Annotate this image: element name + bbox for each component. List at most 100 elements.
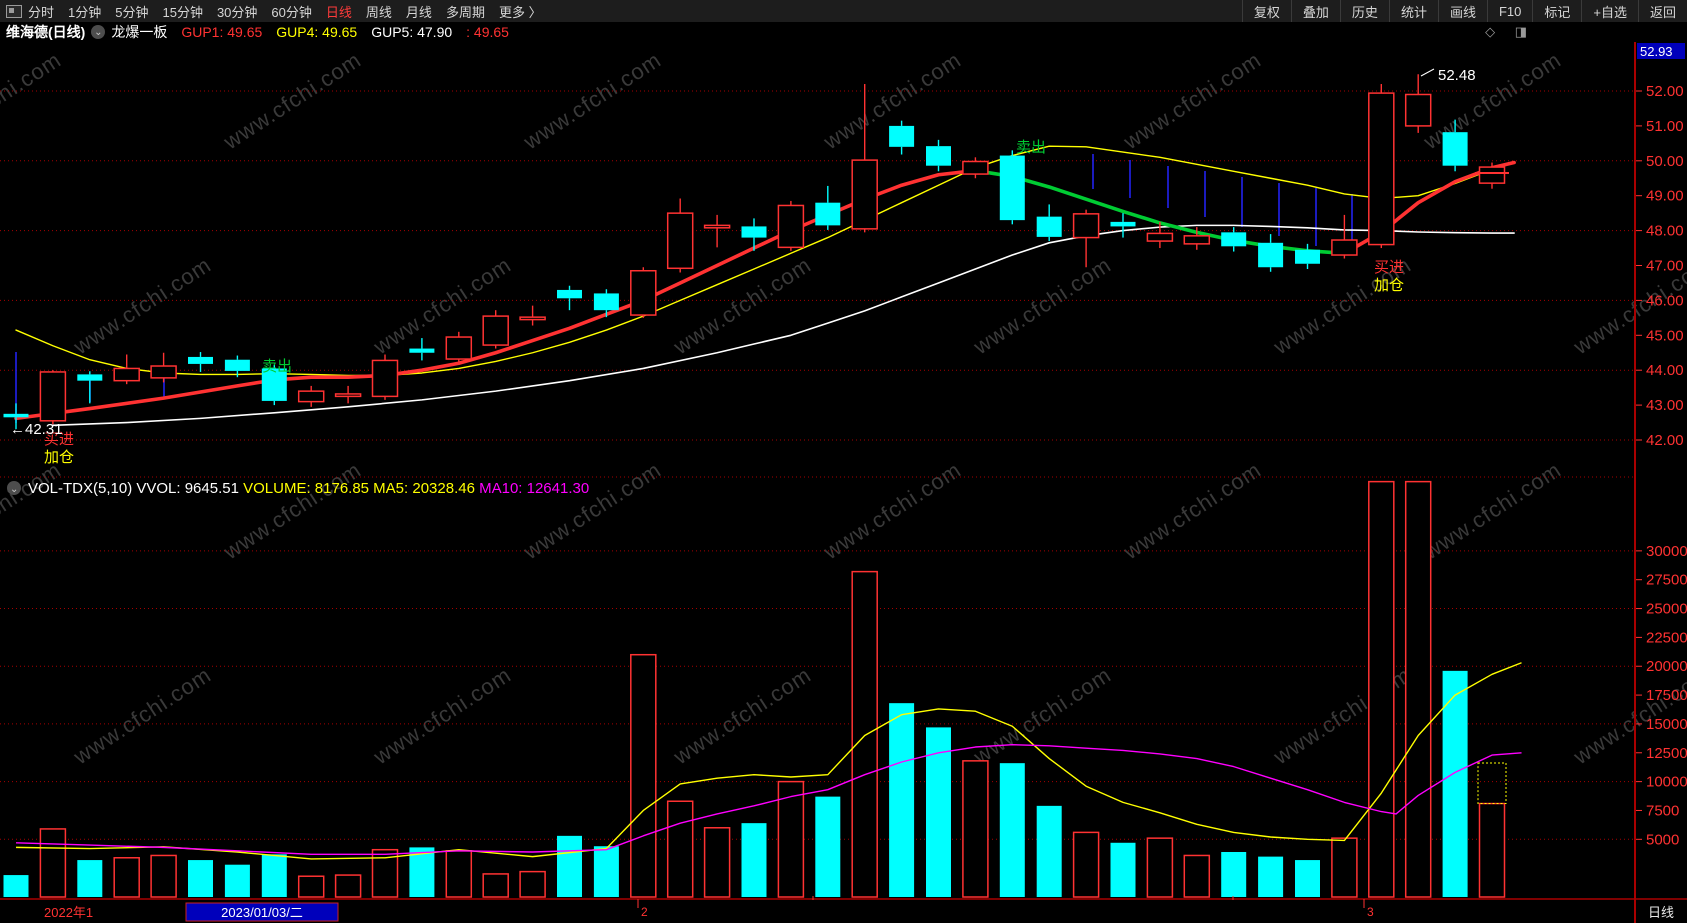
volume-bar-down[interactable] — [77, 860, 103, 897]
volume-bar-up[interactable] — [297, 875, 325, 898]
candle-up[interactable] — [150, 365, 177, 379]
volume-bar-up[interactable] — [1368, 480, 1395, 898]
volume-bar-up[interactable] — [1183, 854, 1211, 898]
volume-bar-up[interactable] — [1146, 837, 1174, 898]
candle-up[interactable] — [113, 367, 140, 382]
toolbar-period-item[interactable]: 1分钟 — [68, 4, 102, 20]
volume-bar-up[interactable] — [1331, 837, 1358, 898]
candle-up[interactable] — [777, 204, 805, 249]
toolbar-period-item[interactable]: 60分钟 — [271, 4, 312, 20]
timeline-period-label[interactable]: 日线 — [1648, 905, 1674, 920]
timeline-date-box[interactable] — [185, 902, 339, 922]
toolbar-tool-item[interactable]: 历史 — [1339, 0, 1389, 22]
volume-bar-down[interactable] — [261, 854, 287, 897]
volume-bar-down[interactable] — [815, 796, 841, 897]
candle-down[interactable] — [1221, 232, 1247, 247]
candle-down[interactable] — [741, 226, 767, 238]
candle-up[interactable] — [297, 390, 325, 403]
volume-bar-down[interactable] — [741, 823, 767, 897]
toolbar-period-item[interactable]: 30分钟 — [216, 4, 258, 20]
toolbar-period-item[interactable]: 月线 — [405, 4, 432, 20]
candle-down[interactable] — [261, 368, 287, 401]
candle-down[interactable] — [926, 146, 951, 166]
candle-up[interactable] — [851, 159, 878, 230]
volume-bar-up[interactable] — [1404, 480, 1432, 898]
volume-bar-up[interactable] — [334, 874, 362, 898]
candle-up[interactable] — [445, 336, 473, 360]
toolbar-tool-item[interactable]: +自选 — [1581, 0, 1638, 22]
volume-bar-down[interactable] — [1221, 852, 1247, 897]
candle-down[interactable] — [557, 289, 582, 299]
toolbar-tool-item[interactable]: 统计 — [1388, 0, 1438, 22]
stock-title[interactable]: 维海德(日线) — [6, 24, 86, 40]
candle-up[interactable] — [703, 224, 731, 229]
chevron-down-icon[interactable]: ⌄ — [91, 25, 106, 39]
candle-down[interactable] — [999, 155, 1025, 221]
toolbar-tool-item[interactable]: 返回 — [1637, 0, 1687, 22]
candle-down[interactable] — [1110, 221, 1136, 227]
volume-bar-up[interactable] — [666, 800, 694, 898]
volume-bar-up[interactable] — [703, 827, 731, 898]
candle-up[interactable] — [1478, 166, 1506, 184]
volume-bar-down[interactable] — [926, 727, 951, 897]
candle-down[interactable] — [1295, 249, 1320, 264]
candle-up[interactable] — [630, 269, 657, 316]
candle-down[interactable] — [593, 293, 619, 311]
toolbar-tool-item[interactable]: 标记 — [1532, 0, 1581, 22]
candle-up[interactable] — [666, 212, 694, 270]
candle-down[interactable] — [224, 359, 250, 371]
volume-bar-down[interactable] — [1036, 805, 1062, 897]
candle-down[interactable] — [815, 202, 841, 226]
candle-down[interactable] — [188, 356, 213, 364]
candle-down[interactable] — [3, 413, 29, 418]
toolbar-period-item[interactable]: 分时 — [28, 4, 55, 20]
candle-down[interactable] — [1036, 216, 1062, 237]
candle-up[interactable] — [39, 371, 67, 422]
toolbar-period-item[interactable]: 日线 — [325, 4, 352, 20]
volume-bar-up[interactable] — [482, 873, 509, 898]
candle-down[interactable] — [1442, 132, 1468, 166]
volume-bar-up[interactable] — [1478, 802, 1506, 898]
candle-up[interactable] — [519, 316, 546, 321]
volume-bar-down[interactable] — [593, 846, 619, 897]
volume-bar-down[interactable] — [557, 835, 582, 897]
candle-down[interactable] — [77, 374, 103, 381]
toolbar-period-item[interactable]: 5分钟 — [115, 4, 149, 20]
volume-bar-down[interactable] — [1258, 856, 1284, 897]
volume-bar-down[interactable] — [889, 703, 915, 897]
toolbar-tool-item[interactable]: 画线 — [1437, 0, 1487, 22]
pane-corner-icons[interactable]: ◇ ◨ — [1485, 24, 1535, 39]
candle-up[interactable] — [1146, 232, 1174, 242]
candle-up[interactable] — [1368, 92, 1395, 246]
toolbar-period-item[interactable]: 多周期 — [445, 4, 485, 20]
volume-bar-down[interactable] — [1442, 670, 1468, 897]
candle-up[interactable] — [482, 315, 509, 346]
volume-bar-up[interactable] — [445, 850, 473, 898]
volume-bar-down[interactable] — [224, 864, 250, 897]
window-icon[interactable] — [6, 5, 22, 18]
volume-bar-down[interactable] — [999, 763, 1025, 897]
collapse-icon[interactable] — [7, 481, 21, 495]
volume-bar-down[interactable] — [409, 847, 435, 897]
candle-up[interactable] — [1331, 239, 1358, 256]
volume-bar-up[interactable] — [113, 857, 140, 898]
candle-up[interactable] — [962, 160, 989, 175]
toolbar-period-item[interactable]: 15分钟 — [162, 4, 203, 20]
volume-bar-up[interactable] — [39, 828, 67, 898]
toolbar-tool-item[interactable]: 复权 — [1241, 0, 1291, 22]
volume-bar-up[interactable] — [1072, 831, 1100, 898]
toolbar-tool-item[interactable]: F10 — [1486, 0, 1532, 22]
candle-up[interactable] — [334, 393, 362, 398]
volume-bar-down[interactable] — [1295, 860, 1320, 897]
toolbar-period-item[interactable]: 周线 — [365, 4, 392, 20]
volume-bar-up[interactable] — [962, 760, 989, 898]
volume-bar-up[interactable] — [777, 780, 805, 898]
volume-bar-down[interactable] — [3, 875, 29, 897]
volume-bar-down[interactable] — [1110, 842, 1136, 897]
candle-up[interactable] — [1404, 93, 1432, 127]
candle-down[interactable] — [1258, 242, 1284, 268]
volume-bar-up[interactable] — [851, 570, 878, 898]
candle-up[interactable] — [1183, 235, 1211, 245]
volume-bar-up[interactable] — [150, 854, 177, 898]
